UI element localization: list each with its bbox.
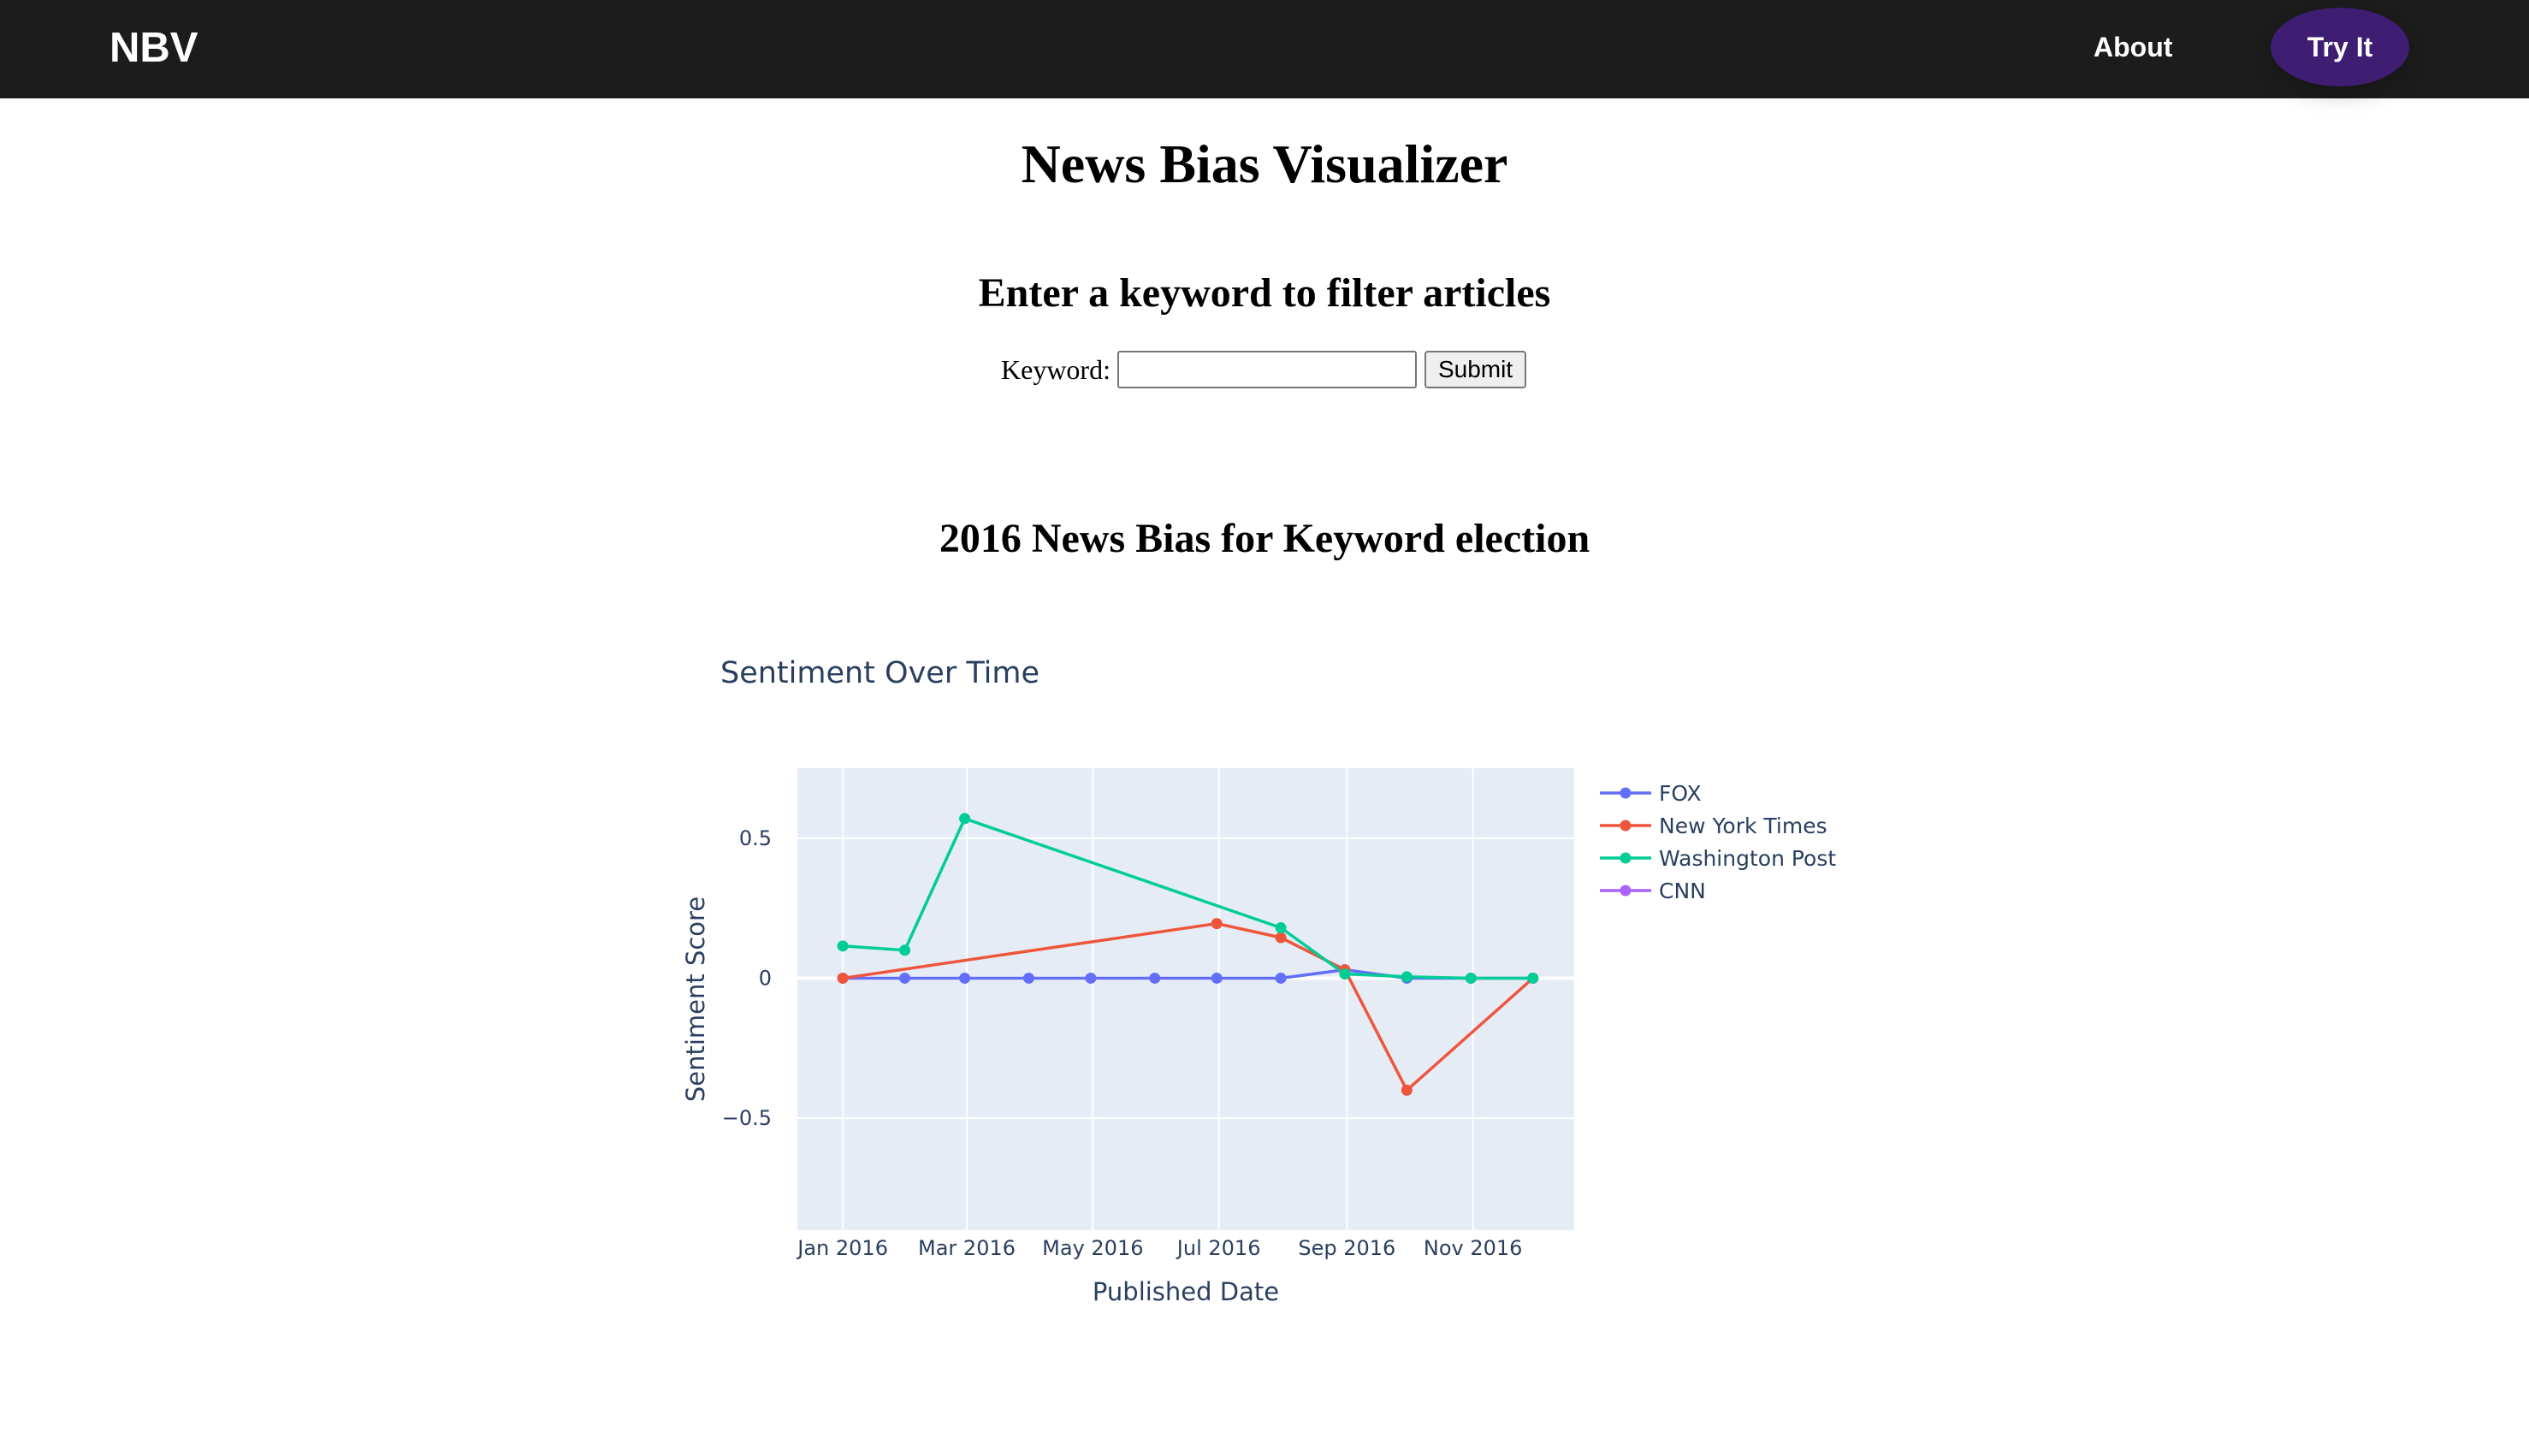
legend-swatch-marker [1620,885,1632,897]
data-point [959,813,971,825]
y-axis-ticks: 0.5 0 −0.5 [722,826,772,1130]
x-tick-label: Jul 2016 [1176,1236,1261,1260]
x-tick-label: May 2016 [1042,1236,1143,1260]
plot-area [797,768,1574,1230]
data-point [837,972,849,984]
data-point [1275,972,1287,984]
nav-try-it-button[interactable]: Try It [2271,8,2409,86]
chart-title: Sentiment Over Time [720,656,1039,690]
data-point [1211,972,1223,984]
keyword-form: Keyword: Submit [1001,349,1527,390]
data-point [1022,972,1034,984]
data-point [1275,922,1287,934]
data-point [1401,971,1413,983]
page-title: News Bias Visualizer [1021,133,1508,194]
keyword-label: Keyword: [1001,353,1111,385]
legend-label: New York Times [1659,814,1827,838]
legend-swatch-marker [1620,820,1632,832]
y-tick-label: 0 [759,966,772,990]
y-tick-label: −0.5 [722,1106,772,1130]
legend-label: FOX [1659,781,1702,806]
chart-legend: FOX New York Times Washington Post CNN [1600,781,1836,903]
keyword-input[interactable] [1116,351,1417,388]
data-point [837,940,849,952]
form-heading: Enter a keyword to filter articles [978,270,1551,316]
y-axis-label: Sentiment Score [681,897,710,1102]
result-heading: 2016 News Bias for Keyword election [939,516,1590,561]
series-line [842,817,1533,980]
data-point [1527,972,1539,984]
legend-swatch-marker [1620,787,1632,799]
series-lines [842,817,1534,1092]
y-tick-label: 0.5 [739,826,772,850]
legend-label: CNN [1659,879,1706,903]
data-point [1275,932,1287,944]
x-tick-label: Nov 2016 [1424,1236,1523,1260]
legend-label: Washington Post [1659,846,1836,871]
series-markers [837,813,1539,1096]
x-tick-label: Mar 2016 [918,1236,1016,1260]
data-point [1339,968,1351,980]
legend-swatch-marker [1620,852,1632,864]
data-point [1465,972,1477,984]
data-point [899,972,911,984]
data-point [1211,918,1223,930]
brand-logo-link[interactable]: NBV [110,25,198,71]
data-point [1085,972,1097,984]
data-point [899,944,911,956]
nav-about-link[interactable]: About [2094,32,2173,62]
submit-button[interactable]: Submit [1424,351,1527,388]
data-point [1149,972,1161,984]
data-point [959,972,971,984]
x-axis-ticks: Jan 2016 Mar 2016 May 2016 Jul 2016 Sep 2016… [796,1236,1522,1260]
x-tick-label: Sep 2016 [1298,1236,1395,1260]
x-tick-label: Jan 2016 [796,1236,888,1260]
top-navbar: NBV About Try It [0,0,2529,98]
data-point [1401,1084,1413,1096]
x-axis-label: Published Date [1093,1277,1279,1306]
series-line [842,921,1534,1092]
